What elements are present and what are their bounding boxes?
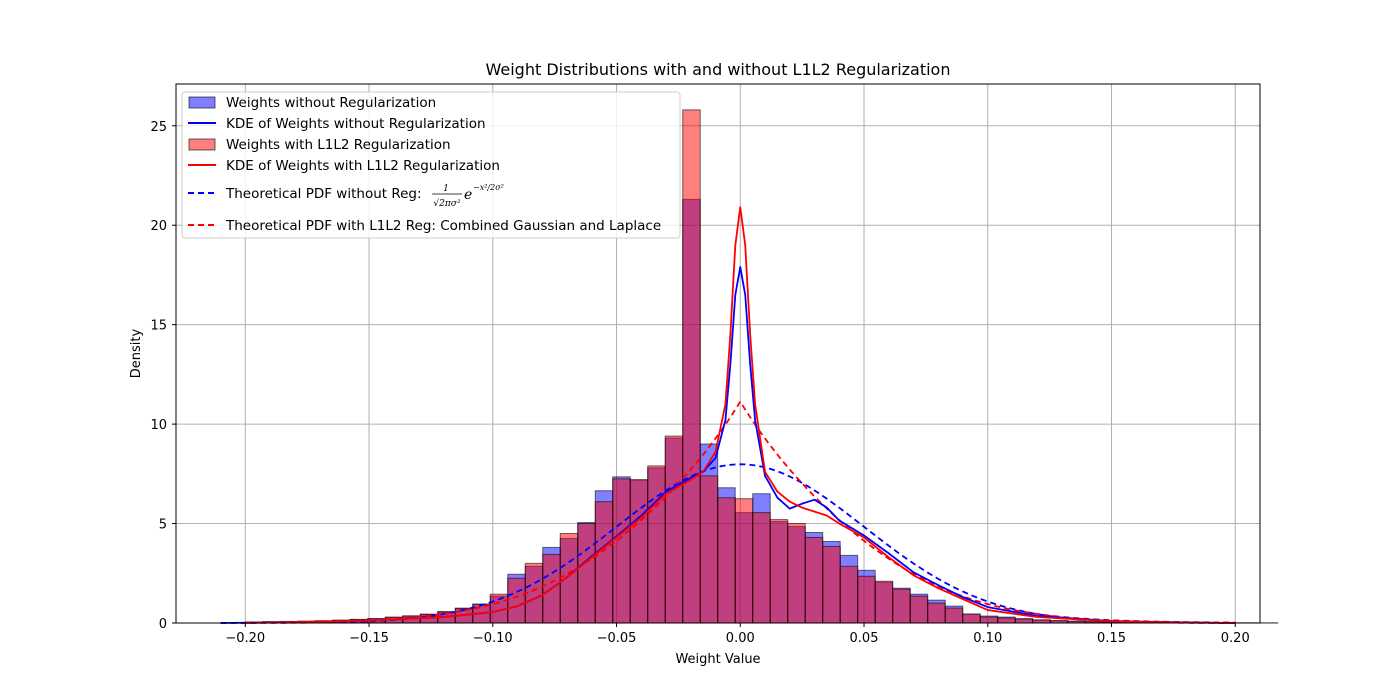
chart-title: Weight Distributions with and without L1… (486, 60, 951, 79)
hist-bar-with-l1l2 (647, 465, 666, 624)
hist-bar-with-l1l2 (787, 523, 806, 624)
formula-exponent: −x²/2σ² (473, 183, 504, 192)
legend-label-without-reg-hist: Weights without Regularization (226, 95, 436, 111)
legend-label-kde-with-l1l2: KDE of Weights with L1L2 Regularization (226, 158, 500, 174)
legend-label-with-l1l2-hist: Weights with L1L2 Regularization (226, 137, 451, 153)
hist-bar-with-l1l2 (682, 109, 701, 624)
hist-bar-with-l1l2 (997, 617, 1016, 624)
legend-label-kde-without-reg: KDE of Weights without Regularization (226, 116, 486, 132)
gaussian-formula: 1 √2πσ² e −x²/2σ² (432, 183, 504, 209)
y-axis-label: Density (129, 328, 144, 378)
hist-bar-with-l1l2 (962, 613, 981, 624)
formula-base: e (464, 187, 472, 203)
x-tick-label: 0.00 (726, 631, 755, 646)
hist-bar-with-l1l2 (594, 501, 614, 624)
hist-bar-with-l1l2 (979, 616, 999, 624)
hist-bar-with-l1l2 (769, 519, 789, 624)
hist-bar-with-l1l2 (944, 607, 964, 624)
y-tick-label: 15 (150, 319, 167, 334)
lines-layer (220, 206, 1236, 624)
legend: Weights without Regularization KDE of We… (181, 91, 681, 239)
hist-bar-with-l1l2 (822, 545, 841, 624)
x-tick-label: 0.15 (1097, 631, 1126, 646)
hist-bar-with-l1l2 (717, 497, 736, 624)
hist-bar-with-l1l2 (629, 479, 649, 624)
hist-bar-with-l1l2 (804, 536, 824, 624)
hist-bar-with-l1l2 (699, 475, 719, 624)
hist-bar-with-l1l2 (892, 588, 911, 624)
hist-bar-with-l1l2 (909, 595, 929, 624)
legend-pdf-without-reg-text: Theoretical PDF without Reg: (225, 186, 422, 202)
legend-box (181, 91, 681, 239)
formula-denominator: √2πσ² (433, 198, 461, 209)
y-tick-label: 5 (159, 518, 167, 533)
x-tick-label: 0.10 (973, 631, 1002, 646)
plot-frame (175, 83, 1261, 624)
x-axis-label: Weight Value (675, 652, 760, 667)
legend-label-pdf-with-l1l2: Theoretical PDF with L1L2 Reg: Combined … (225, 218, 661, 234)
kde-with-l1l2-line (245, 206, 1236, 624)
y-tick-label: 25 (150, 120, 167, 135)
ticks-layer: −0.20 −0.15 −0.10 −0.05 0.00 0.05 0.10 0.15 0.20… (150, 120, 1249, 646)
x-tick-label: 0.20 (1221, 631, 1250, 646)
x-tick-label: 0.05 (850, 631, 879, 646)
hist-bar-with-l1l2 (664, 435, 684, 624)
hist-bar-with-l1l2 (752, 512, 771, 624)
legend-swatch-with-l1l2-hist (188, 138, 216, 151)
hist-bar-with-l1l2 (507, 577, 526, 624)
hist-bar-with-l1l2 (874, 580, 894, 624)
x-tick-label: −0.20 (225, 631, 265, 646)
hist-bar-with-l1l2 (612, 478, 631, 624)
hist-bar-with-l1l2 (927, 602, 946, 624)
hist-bar-with-l1l2 (734, 498, 754, 624)
legend-label-pdf-without-reg: Theoretical PDF without Reg: (225, 186, 422, 202)
y-tick-label: 10 (150, 418, 167, 433)
hist-bar-with-l1l2 (839, 565, 859, 624)
hist-bar-with-l1l2 (577, 523, 596, 624)
formula-numerator: 1 (443, 184, 449, 194)
theoretical-pdf-with-l1l2-line (245, 399, 1236, 624)
hist-bar-with-l1l2 (1014, 618, 1034, 624)
hist-bar-with-l1l2 (857, 575, 876, 624)
x-tick-label: −0.10 (473, 631, 513, 646)
legend-swatch-without-reg-hist (188, 96, 216, 109)
x-tick-label: −0.05 (597, 631, 637, 646)
y-tick-label: 0 (159, 617, 167, 632)
hist-bar-with-l1l2 (559, 532, 579, 624)
x-tick-label: −0.15 (349, 631, 389, 646)
y-tick-label: 20 (150, 219, 167, 234)
